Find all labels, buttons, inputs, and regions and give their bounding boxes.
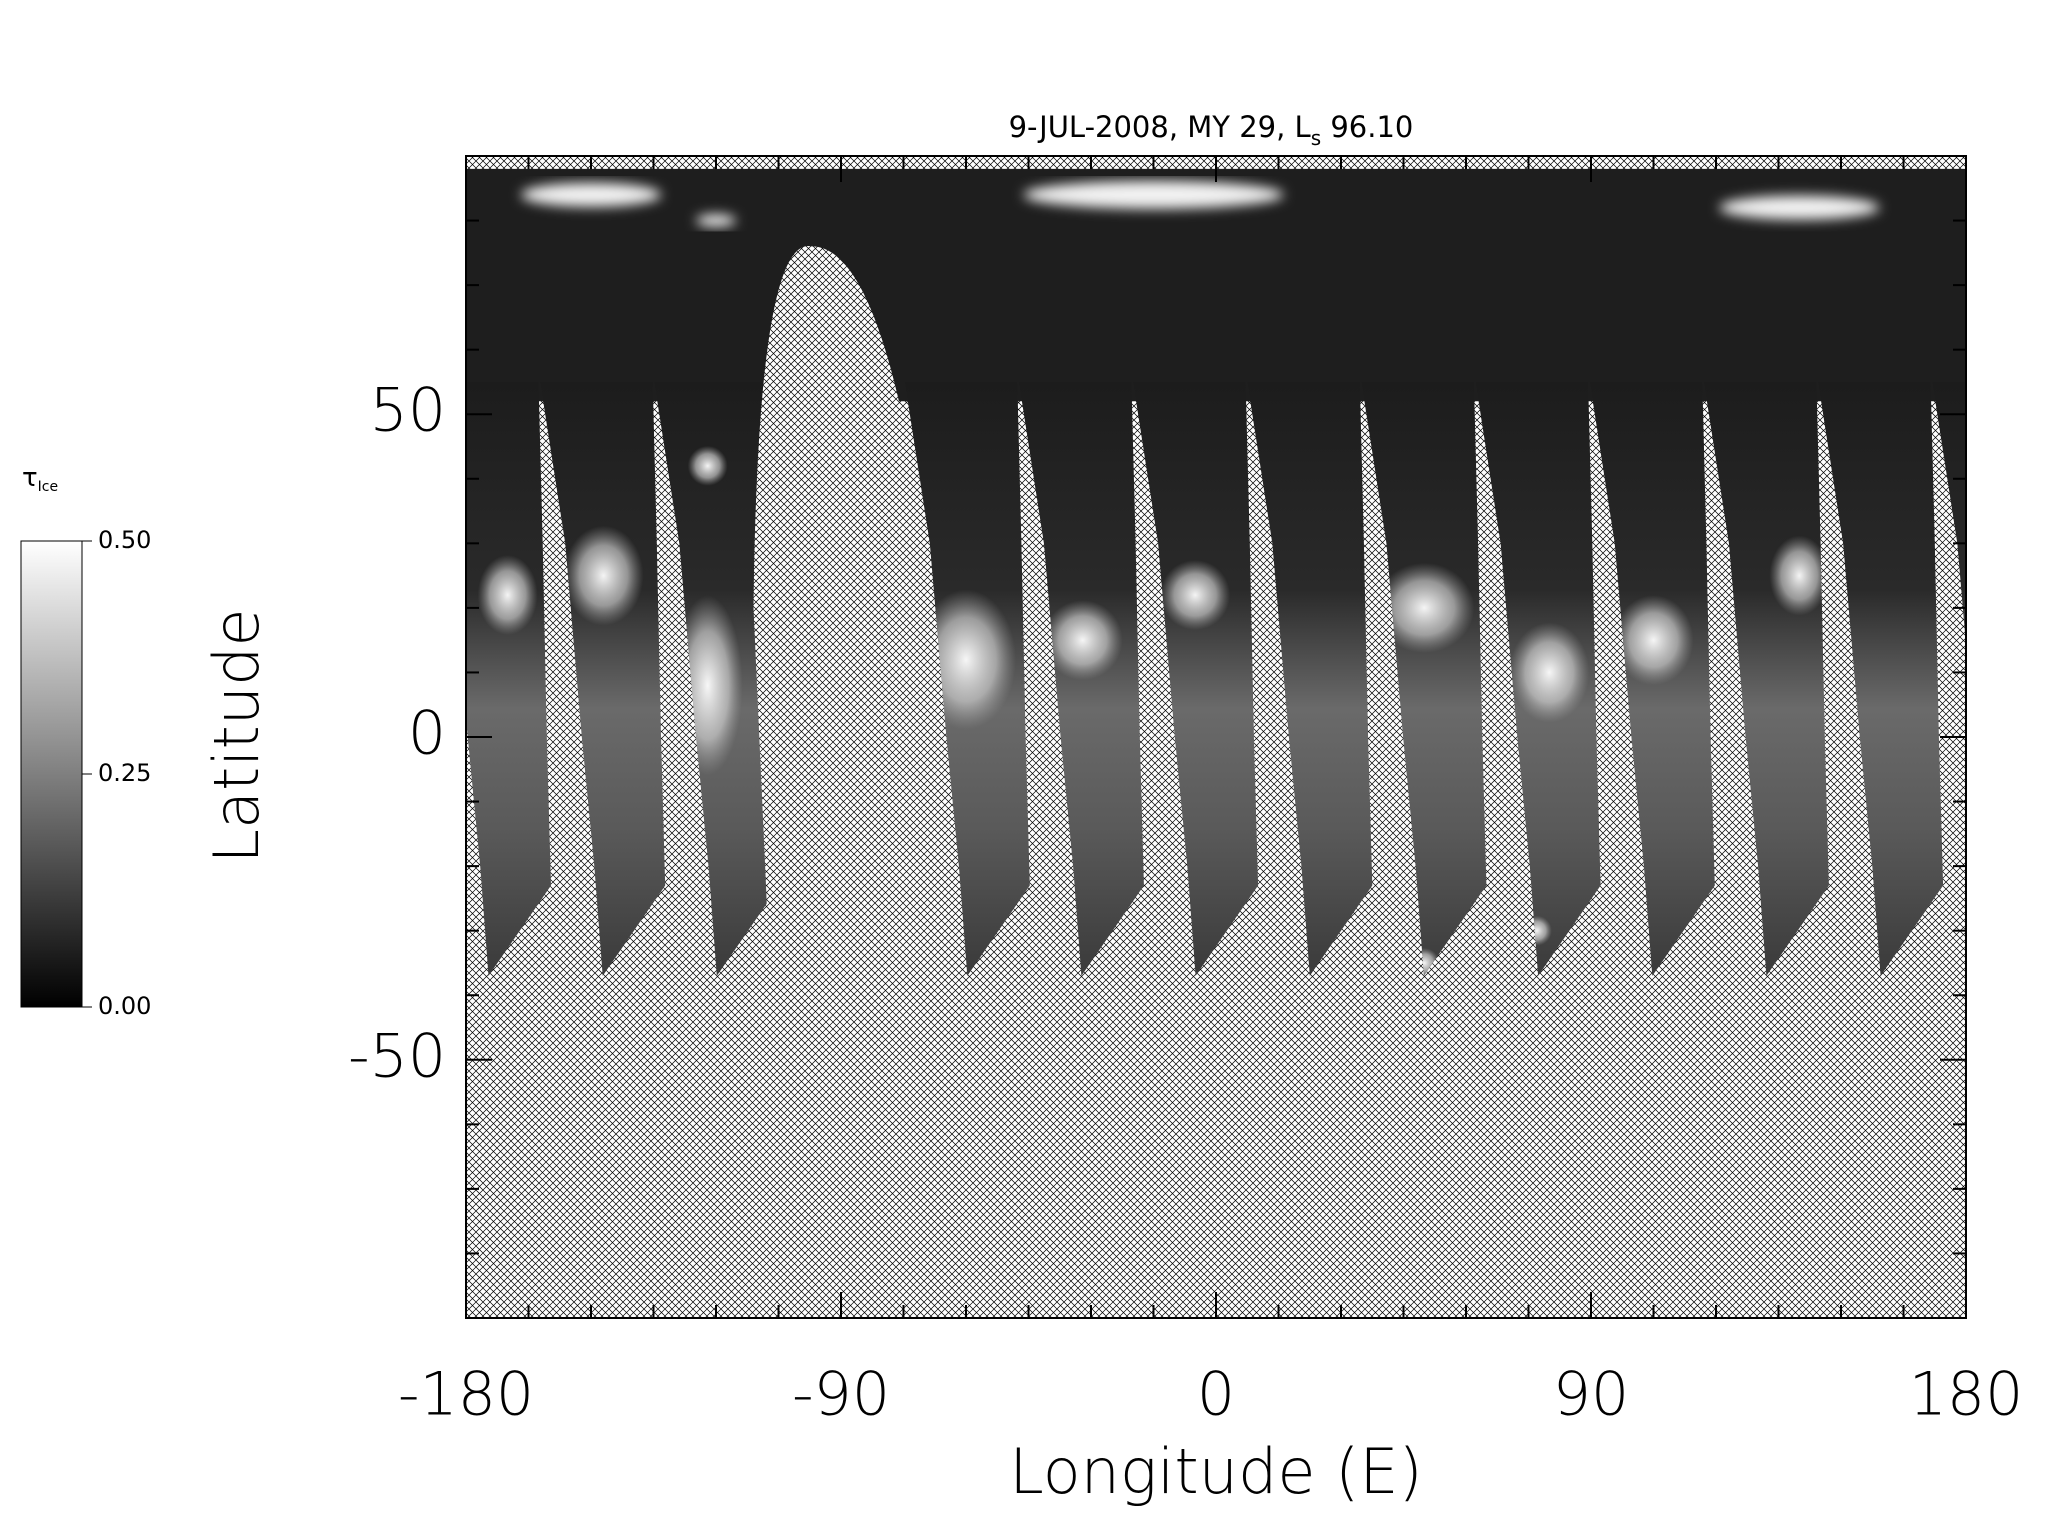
cloud-patch: [1769, 535, 1830, 616]
ice-patch: [696, 214, 736, 227]
cloud-patch: [687, 445, 728, 486]
swath: [1818, 381, 1944, 976]
y-tick-label: 0: [408, 699, 446, 769]
gap-arch: [753, 245, 966, 996]
x-tick-label: 90: [1553, 1360, 1629, 1430]
cloud-patch: [1509, 622, 1590, 723]
swath: [1133, 381, 1259, 976]
x-tick-label: 180: [1909, 1360, 2024, 1430]
colorbar-tick-label: 0.50: [98, 526, 151, 554]
cloud-patch: [1613, 595, 1694, 686]
cloud-patch: [1042, 600, 1123, 681]
x-tick-label: 0: [1197, 1360, 1235, 1430]
ice-patch: [521, 182, 661, 207]
colorbar-label-main: τ: [22, 463, 38, 493]
swath: [1247, 381, 1373, 976]
swath: [1703, 381, 1829, 976]
colorbar-label: τIce: [22, 463, 58, 496]
title-suffix: 96.10: [1321, 110, 1413, 144]
title-subscript: s: [1311, 126, 1321, 150]
swath: [1932, 381, 1966, 645]
colorbar: [20, 540, 83, 1008]
ice-patch: [1023, 180, 1284, 209]
y-tick-label: -50: [348, 1021, 446, 1091]
x-tick-label: -180: [398, 1360, 534, 1430]
cloud-patch: [1374, 562, 1475, 653]
title-main: 9-JUL-2008, MY 29, L: [1009, 110, 1311, 144]
y-tick-label: 50: [370, 376, 446, 446]
cloud-patch: [477, 554, 538, 635]
chart-title: 9-JUL-2008, MY 29, Ls 96.10: [1009, 110, 1414, 150]
map-image: [466, 156, 1966, 1318]
y-axis-label: Latitude: [200, 608, 273, 863]
polar-cap: [521, 180, 1880, 227]
swath: [1361, 381, 1487, 976]
colorbar-label-subscript: Ice: [38, 479, 58, 495]
x-tick-label: -90: [792, 1360, 890, 1430]
colorbar-tick-label: 0.00: [98, 992, 151, 1020]
cloud-patch: [563, 525, 644, 626]
ice-patch: [1719, 195, 1880, 220]
swath: [466, 381, 551, 976]
x-axis-label: Longitude (E): [1009, 1435, 1422, 1508]
cloud-patch: [1160, 559, 1231, 630]
colorbar-tick-label: 0.25: [98, 759, 151, 787]
swath: [540, 381, 666, 976]
